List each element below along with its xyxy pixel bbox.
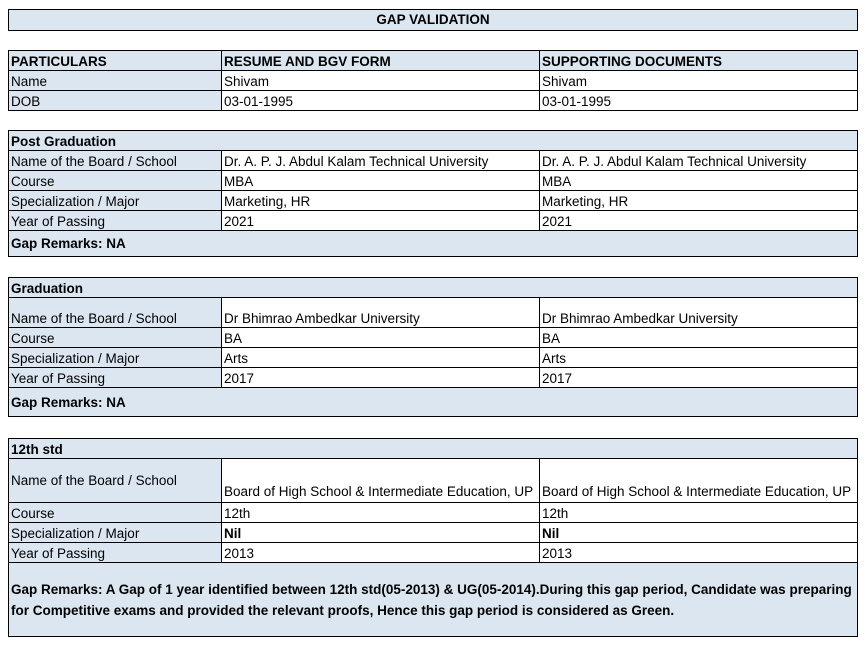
docs-value: Dr. A. P. J. Abdul Kalam Technical Unive…: [539, 150, 858, 171]
table-row: Specialization / Major Nil Nil: [8, 522, 858, 543]
row-label: Specialization / Major: [8, 347, 222, 368]
resume-value: Shivam: [221, 70, 540, 91]
particulars-table: PARTICULARS RESUME AND BGV FORM SUPPORTI…: [8, 50, 858, 111]
resume-value: Arts: [221, 347, 540, 368]
gap-remarks-row: Gap Remarks: A Gap of 1 year identified …: [8, 562, 858, 637]
docs-value: Board of High School & Intermediate Educ…: [539, 458, 858, 503]
section-title: Post Graduation: [8, 130, 858, 151]
docs-value: 03-01-1995: [539, 90, 858, 111]
gap-remarks: Gap Remarks: NA: [8, 230, 858, 257]
docs-value: 2021: [539, 210, 858, 231]
docs-value: 2017: [539, 367, 858, 388]
column-header-docs: SUPPORTING DOCUMENTS: [539, 50, 858, 71]
resume-value: 12th: [221, 502, 540, 523]
resume-value: 2021: [221, 210, 540, 231]
resume-value: BA: [221, 327, 540, 348]
section-table-graduation: Graduation Name of the Board / School Dr…: [8, 277, 858, 417]
resume-value: Marketing, HR: [221, 190, 540, 211]
section-title: Graduation: [8, 277, 858, 298]
row-label: Course: [8, 502, 222, 523]
docs-value: BA: [539, 327, 858, 348]
row-label: Specialization / Major: [8, 190, 222, 211]
row-label: Name of the Board / School: [8, 297, 222, 328]
docs-value: Nil: [539, 522, 858, 543]
row-label: Year of Passing: [8, 542, 222, 563]
column-header-resume: RESUME AND BGV FORM: [221, 50, 540, 71]
docs-value: Dr Bhimrao Ambedkar University: [539, 297, 858, 328]
column-header-particulars: PARTICULARS: [8, 50, 222, 71]
gap-remarks-row: Gap Remarks: NA: [8, 230, 858, 257]
section-title: 12th std: [8, 438, 858, 459]
section-title-row: 12th std: [8, 438, 858, 459]
page-title: GAP VALIDATION: [8, 9, 858, 31]
section-title-row: Graduation: [8, 277, 858, 298]
docs-value: Arts: [539, 347, 858, 368]
row-label: Specialization / Major: [8, 522, 222, 543]
section-table-post-graduation: Post Graduation Name of the Board / Scho…: [8, 130, 858, 257]
table-row: Name of the Board / School Dr Bhimrao Am…: [8, 297, 858, 328]
resume-value: 2013: [221, 542, 540, 563]
docs-value: Marketing, HR: [539, 190, 858, 211]
section-table-12th-std: 12th std Name of the Board / School Boar…: [8, 438, 858, 637]
table-row: Course MBA MBA: [8, 170, 858, 191]
table-row: Specialization / Major Arts Arts: [8, 347, 858, 368]
row-label: Year of Passing: [8, 367, 222, 388]
row-label: Course: [8, 170, 222, 191]
row-label: Name of the Board / School: [8, 458, 222, 503]
docs-value: 2013: [539, 542, 858, 563]
table-row: Name of the Board / School Board of High…: [8, 458, 858, 503]
section-title-row: Post Graduation: [8, 130, 858, 151]
table-row: Name Shivam Shivam: [8, 70, 858, 91]
docs-value: 12th: [539, 502, 858, 523]
table-row: Course 12th 12th: [8, 502, 858, 523]
resume-value: Board of High School & Intermediate Educ…: [221, 458, 540, 503]
row-label: Name: [8, 70, 222, 91]
table-row: Specialization / Major Marketing, HR Mar…: [8, 190, 858, 211]
header-row: PARTICULARS RESUME AND BGV FORM SUPPORTI…: [8, 50, 858, 71]
table-row: Year of Passing 2021 2021: [8, 210, 858, 231]
resume-value: MBA: [221, 170, 540, 191]
table-row: DOB 03-01-1995 03-01-1995: [8, 90, 858, 111]
table-row: Course BA BA: [8, 327, 858, 348]
row-label: DOB: [8, 90, 222, 111]
docs-value: MBA: [539, 170, 858, 191]
resume-value: 03-01-1995: [221, 90, 540, 111]
docs-value: Shivam: [539, 70, 858, 91]
row-label: Name of the Board / School: [8, 150, 222, 171]
resume-value: Dr. A. P. J. Abdul Kalam Technical Unive…: [221, 150, 540, 171]
gap-remarks: Gap Remarks: NA: [8, 387, 858, 417]
resume-value: Dr Bhimrao Ambedkar University: [221, 297, 540, 328]
gap-remarks-row: Gap Remarks: NA: [8, 387, 858, 417]
resume-value: Nil: [221, 522, 540, 543]
row-label: Course: [8, 327, 222, 348]
table-row: Year of Passing 2013 2013: [8, 542, 858, 563]
gap-remarks: Gap Remarks: A Gap of 1 year identified …: [8, 562, 858, 637]
row-label: Year of Passing: [8, 210, 222, 231]
resume-value: 2017: [221, 367, 540, 388]
table-row: Name of the Board / School Dr. A. P. J. …: [8, 150, 858, 171]
table-row: Year of Passing 2017 2017: [8, 367, 858, 388]
